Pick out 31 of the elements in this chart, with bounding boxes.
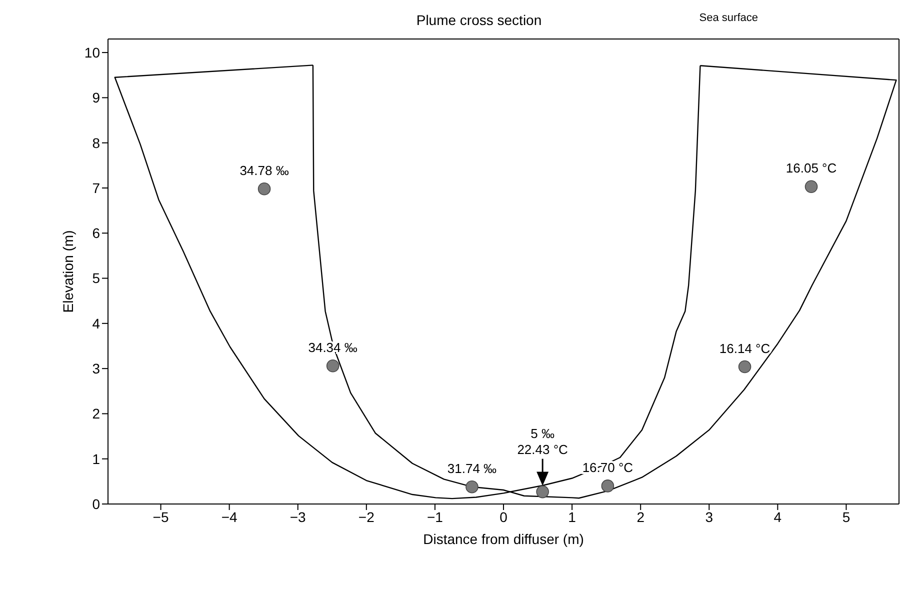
- y-tick-label: 3: [92, 360, 100, 377]
- x-tick-label: 2: [636, 508, 645, 525]
- x-tick-label: −1: [426, 508, 444, 525]
- y-tick-label: 9: [92, 90, 100, 106]
- y-axis-title: Elevation (m): [60, 230, 76, 313]
- y-tick-label: 0: [92, 496, 100, 512]
- annotation: 5 ‰ 22.43 °C: [517, 426, 568, 457]
- x-tick-label: −2: [358, 508, 375, 525]
- text: Sea surface: [699, 12, 758, 24]
- y-tick-label: 5: [92, 270, 100, 286]
- x-tick-label: −5: [152, 508, 169, 525]
- y-tick-label: 8: [92, 134, 100, 151]
- annotation: 34.78 ‰: [240, 162, 289, 178]
- y-tick-label: 6: [92, 225, 100, 242]
- annotation: 16.05 °C: [786, 160, 837, 176]
- x-tick-label: −4: [221, 508, 238, 525]
- annotation: 16.14 °C: [719, 340, 770, 356]
- x-axis-title: Distance from diffuser (m): [423, 531, 584, 547]
- y-tick-label: 10: [84, 44, 100, 61]
- x-tick-label: 1: [568, 508, 576, 525]
- y-tick-label: 2: [92, 406, 100, 422]
- x-tick-label: 5: [842, 508, 850, 525]
- x-tick-label: 4: [774, 508, 782, 525]
- chart-title: Plume cross section: [416, 12, 542, 28]
- y-tick-label: 4: [92, 315, 100, 332]
- y-tick-label: 7: [92, 180, 100, 196]
- x-tick-label: 3: [705, 508, 714, 525]
- y-tick-label: 1: [92, 450, 100, 467]
- x-tick-label: −3: [290, 508, 306, 525]
- annotation: 31.74 ‰: [447, 460, 497, 476]
- x-tick-label: 0: [500, 508, 508, 525]
